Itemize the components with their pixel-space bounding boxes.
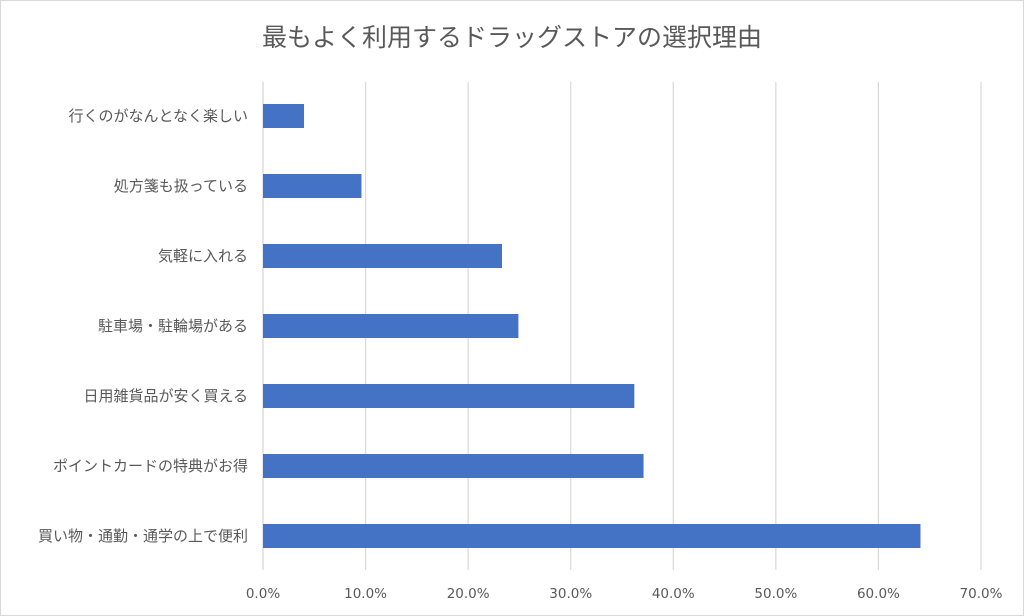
- bars: [263, 104, 921, 548]
- x-tick-labels: 0.0% 10.0% 20.0% 30.0% 40.0% 50.0% 60.0% 70.0%: [246, 586, 1003, 602]
- category-labels: 行くのがなんとなく楽しい処方箋も扱っている気軽に入れる駐車場・駐輪場がある日用雑…: [38, 107, 248, 545]
- x-tick-label: 30.0%: [549, 586, 592, 602]
- x-tick-label: 40.0%: [652, 586, 695, 602]
- category-label: ポイントカードの特典がお得: [53, 457, 248, 475]
- bar: [263, 104, 305, 128]
- bar: [263, 454, 644, 478]
- x-tick-label: 70.0%: [960, 586, 1003, 602]
- x-tick-label: 0.0%: [246, 586, 280, 602]
- category-label: 気軽に入れる: [158, 247, 248, 265]
- category-label: 駐車場・駐輪場がある: [98, 317, 248, 335]
- x-tick-label: 20.0%: [447, 586, 490, 602]
- category-label: 行くのがなんとなく楽しい: [68, 107, 248, 125]
- category-label: 処方箋も扱っている: [114, 177, 248, 195]
- bar: [263, 244, 502, 268]
- x-tick-label: 60.0%: [857, 586, 900, 602]
- category-label: 日用雑貨品が安く買える: [83, 387, 248, 405]
- x-tick-label: 50.0%: [754, 586, 797, 602]
- bar: [263, 384, 635, 408]
- bar: [263, 174, 362, 198]
- bar: [263, 524, 921, 548]
- bar: [263, 314, 519, 338]
- category-label: 買い物・通勤・通学の上で便利: [38, 527, 248, 545]
- chart-title: 最もよく利用するドラッグストアの選択理由: [262, 23, 762, 52]
- x-tick-label: 10.0%: [344, 586, 387, 602]
